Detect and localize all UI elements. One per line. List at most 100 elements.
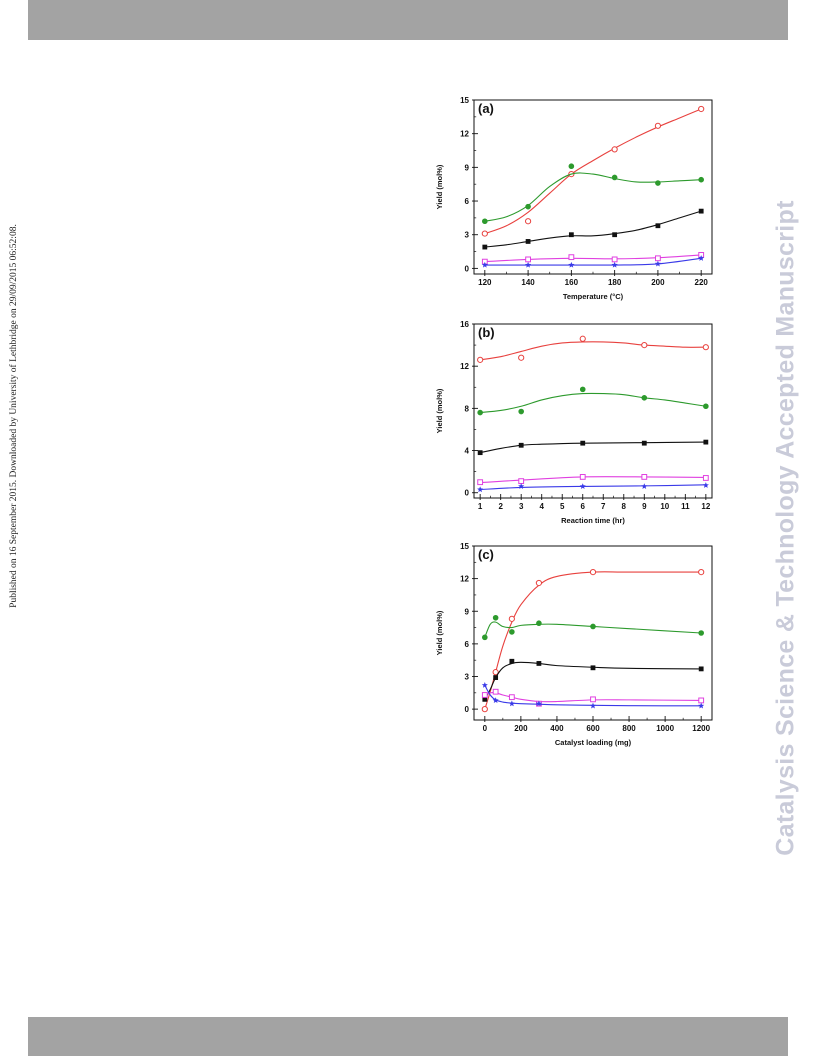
panel-c-x-tick-label: 400 — [550, 724, 564, 733]
panel-b-series-green-filled-circle-curve — [480, 392, 706, 414]
panel-a-x-tick-label: 160 — [565, 278, 579, 287]
panel-a-series-green-filled-circle-point — [568, 163, 575, 170]
panel-b-y-tick-label: 8 — [465, 404, 470, 413]
panel-b-x-tick-label: 12 — [701, 502, 710, 511]
panel-b-series-black-filled-square — [477, 439, 709, 456]
panel-b-x-tick-label: 1 — [478, 502, 483, 511]
panel-a-label: (a) — [478, 101, 494, 116]
panel-c-y-tick-label: 15 — [460, 542, 469, 551]
panel-c-series-magenta-open-square-point — [590, 696, 596, 703]
panel-a-series-black-filled-square-point — [655, 223, 661, 229]
panel-a-y-tick-label: 6 — [465, 197, 470, 206]
panel-a-series-blue-filled-star-curve — [484, 257, 702, 266]
panel-b-series-green-filled-circle-point — [641, 395, 648, 401]
panel-c-x-tick-label: 200 — [514, 724, 528, 733]
panel-a-series-blue-filled-star-point — [481, 261, 488, 268]
panel-c-series-red-open-circle-point — [535, 579, 543, 587]
panel-c-series-blue-filled-star-point — [481, 682, 488, 688]
footer-band — [28, 1017, 788, 1056]
panel-b-y-tick-label: 16 — [460, 320, 469, 329]
panel-c-y-axis-label: Yield (mol%) — [435, 610, 444, 655]
chart-panel-a: 120 140 160 180 200 220 0 3 6 9 12 15 Temperature (°… — [435, 96, 713, 301]
panel-c-y-tick-label: 3 — [465, 673, 470, 682]
panel-c-y-tick-label: 12 — [460, 575, 469, 584]
panel-a-x-tick-label: 140 — [521, 278, 535, 287]
panel-c-series-magenta-open-square-point — [481, 692, 488, 698]
panel-b-y-axis-label: Yield (mol%) — [435, 388, 444, 433]
panel-b-series-black-filled-square-point — [477, 450, 483, 456]
panel-a-series-blue-filled-star-point — [568, 261, 575, 268]
panel-a-x-tick-label: 200 — [651, 278, 665, 287]
panel-a-series-black-filled-square-point — [698, 208, 704, 214]
panel-c-series-green-filled-circle-point — [590, 623, 596, 630]
panel-b-series-green-filled-circle — [477, 386, 709, 416]
panel-a-x-axis-label: Temperature (°C) — [563, 292, 624, 301]
panel-b-series-magenta-open-square-point — [477, 479, 484, 486]
panel-c-series-green-filled-circle — [482, 614, 704, 641]
panel-c-series-blue-filled-star — [481, 682, 705, 709]
panel-b-x-tick-label: 11 — [681, 502, 690, 511]
panel-a-series-red-open-circle-point — [611, 146, 618, 153]
panel-c-x-tick-label: 0 — [483, 724, 488, 733]
panel-c-series-black-filled-square — [482, 658, 704, 702]
panel-b-x-tick-label: 6 — [581, 502, 586, 511]
panel-a-frame — [473, 99, 713, 275]
panel-a-y-tick-label: 12 — [460, 130, 469, 139]
panel-b-series-blue-filled-star — [477, 482, 709, 493]
panel-a-series-blue-filled-star-point — [525, 261, 532, 268]
panel-c-x-tick-label: 1000 — [656, 724, 674, 733]
panel-a-series-green-filled-circle-point — [655, 180, 661, 186]
panel-c-series-red-open-circle-point — [508, 615, 515, 622]
panel-b-x-tick-label: 8 — [622, 502, 627, 511]
panel-c-series-blue-filled-star-curve — [484, 684, 702, 707]
panel-a-y-tick-label: 3 — [465, 231, 470, 240]
panel-a-series-black-filled-square-point — [482, 244, 488, 250]
panel-c-series-black-filled-square-point — [536, 661, 542, 666]
panel-c-x-tick-label: 800 — [622, 724, 636, 733]
panel-b-series-red-open-circle-point — [579, 335, 586, 342]
panel-b-series-green-filled-circle-point — [518, 408, 524, 415]
panel-a-series-green-filled-circle-point — [611, 174, 618, 181]
panel-b-frame — [473, 323, 713, 499]
panel-a-series-blue-filled-star — [481, 255, 705, 268]
panel-b-series-blue-filled-star-curve — [480, 484, 706, 491]
panel-c-y-tick-label: 9 — [465, 607, 470, 616]
panel-c-series-black-filled-square-point — [698, 666, 704, 672]
panel-b-series-black-filled-square-point — [580, 440, 586, 446]
panel-b-series-black-filled-square-point — [641, 440, 647, 446]
panel-b-x-tick-label: 7 — [601, 502, 606, 511]
panel-c-series-black-filled-square-point — [482, 696, 488, 702]
panel-c-y-tick-label: 0 — [465, 705, 470, 714]
panel-a-series-red-open-circle — [481, 105, 705, 237]
panel-a-y-tick-label: 9 — [465, 163, 470, 172]
panel-a-y-tick-label: 0 — [465, 264, 470, 273]
panel-a-series-magenta-open-square-point — [568, 254, 575, 261]
panel-c-series-red-open-circle-point — [492, 669, 499, 676]
panel-c-series-blue-filled-star-point — [535, 700, 542, 707]
panel-b-series-red-open-circle-curve — [480, 341, 706, 361]
panel-a-series-red-open-circle-point — [481, 230, 488, 237]
panel-a-series-magenta-open-square-point — [611, 256, 618, 263]
panel-b-label: (b) — [478, 325, 495, 340]
panel-b-x-tick-label: 4 — [539, 502, 544, 511]
panel-a-series-black-filled-square-point — [568, 232, 574, 238]
panel-c-y-tick-label: 6 — [465, 640, 470, 649]
panel-a-series-magenta-open-square-curve — [484, 254, 702, 263]
panel-c-series-red-open-circle-point — [481, 706, 488, 713]
panel-c-label: (c) — [478, 547, 494, 562]
panel-c-series-green-filled-circle-point — [536, 620, 542, 627]
panel-a-series-blue-filled-star-point — [698, 255, 705, 261]
panel-b-series-magenta-open-square-curve — [480, 476, 706, 484]
panel-b-series-red-open-circle-point — [641, 341, 648, 349]
panel-b-series-red-open-circle-point — [477, 356, 484, 363]
panel-c-series-red-open-circle — [481, 569, 705, 713]
panel-c-series-green-filled-circle-point — [482, 634, 488, 641]
panel-b-series-green-filled-circle-point — [703, 403, 709, 410]
panel-a-series-magenta-open-square — [481, 252, 705, 265]
panel-c-series-green-filled-circle-point — [698, 630, 704, 636]
panel-b-x-tick-label: 5 — [560, 502, 565, 511]
panel-b-series-blue-filled-star-point — [518, 483, 525, 489]
panel-c-x-tick-label: 1200 — [692, 724, 710, 733]
panel-c-series-magenta-open-square-point — [508, 694, 515, 701]
